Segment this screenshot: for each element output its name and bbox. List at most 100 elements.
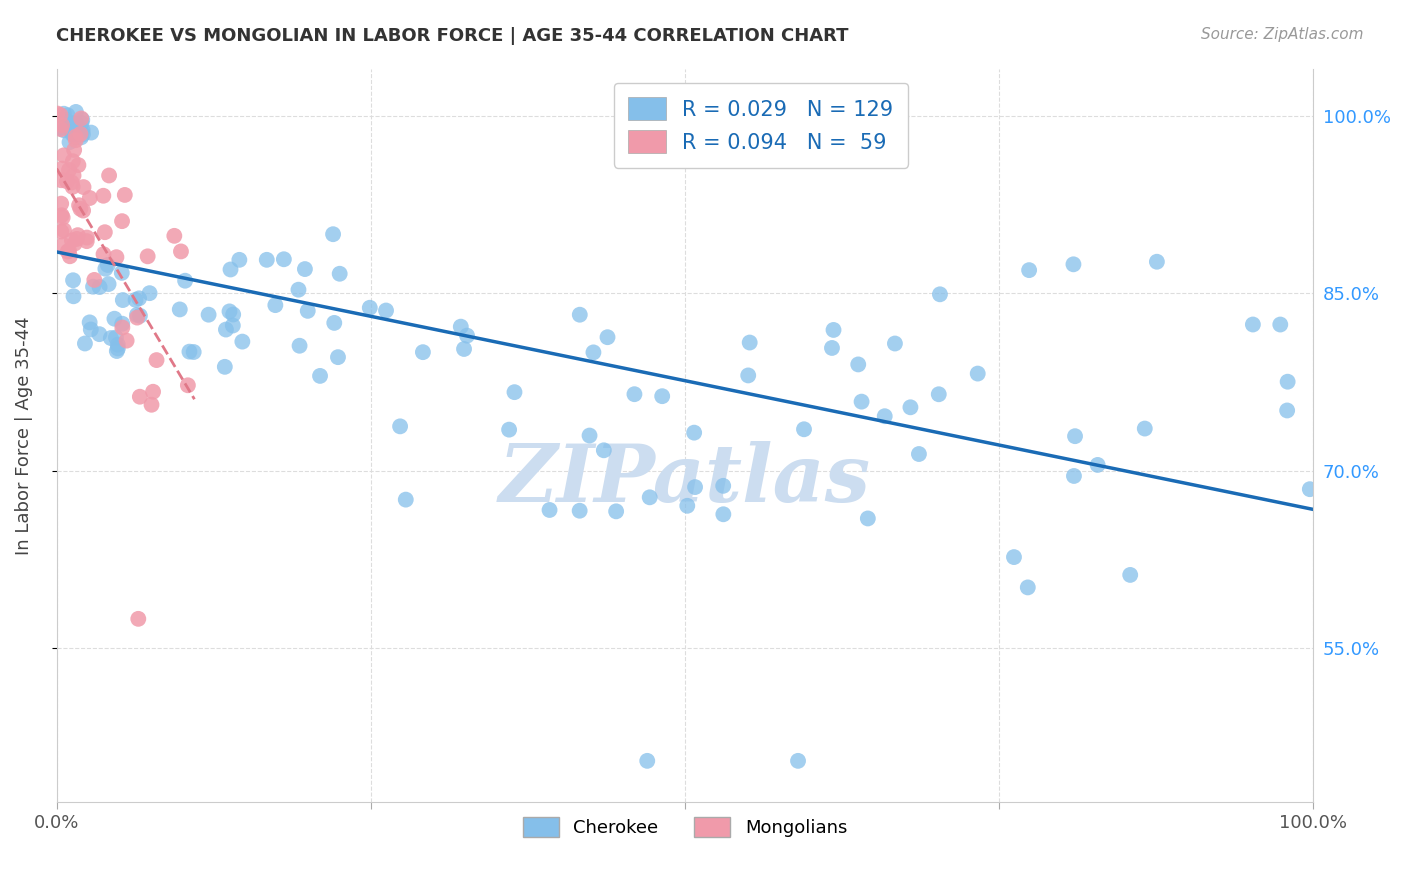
- Point: [503, 385, 526, 400]
- Point: [683, 480, 706, 494]
- Point: [65, 133, 87, 147]
- Point: [873, 409, 896, 424]
- Point: [97, 258, 120, 272]
- Point: [215, 322, 238, 336]
- Point: [82, 279, 104, 293]
- Point: [62, 289, 84, 303]
- Point: [821, 341, 844, 355]
- Point: [1277, 375, 1299, 389]
- Point: [65, 129, 87, 144]
- Point: [179, 344, 201, 359]
- Point: [793, 422, 815, 436]
- Point: [62, 179, 84, 194]
- Point: [66, 232, 89, 246]
- Point: [76, 234, 98, 248]
- Point: [103, 311, 125, 326]
- Point: [70, 112, 93, 126]
- Point: [966, 367, 988, 381]
- Point: [138, 286, 160, 301]
- Point: [63, 236, 86, 251]
- Point: [52, 106, 75, 120]
- Point: [412, 345, 434, 359]
- Point: [114, 188, 136, 202]
- Point: [884, 336, 907, 351]
- Point: [538, 503, 561, 517]
- Point: [111, 320, 134, 334]
- Point: [163, 228, 186, 243]
- Point: [76, 230, 98, 244]
- Point: [1275, 403, 1298, 417]
- Point: [115, 334, 138, 348]
- Point: [94, 261, 117, 276]
- Point: [711, 508, 734, 522]
- Point: [73, 336, 96, 351]
- Point: [169, 302, 191, 317]
- Point: [359, 301, 381, 315]
- Point: [294, 262, 316, 277]
- Point: [787, 754, 810, 768]
- Y-axis label: In Labor Force | Age 35-44: In Labor Force | Age 35-44: [15, 316, 32, 555]
- Point: [1064, 429, 1087, 443]
- Point: [128, 390, 150, 404]
- Point: [105, 344, 128, 359]
- Point: [170, 244, 193, 259]
- Point: [676, 499, 699, 513]
- Point: [323, 316, 346, 330]
- Point: [83, 273, 105, 287]
- Point: [62, 169, 84, 183]
- Point: [174, 274, 197, 288]
- Point: [219, 262, 242, 277]
- Point: [651, 389, 673, 403]
- Point: [60, 127, 83, 141]
- Point: [72, 123, 94, 137]
- Point: [66, 228, 89, 243]
- Point: [288, 339, 311, 353]
- Point: [52, 223, 75, 237]
- Point: [142, 384, 165, 399]
- Point: [264, 298, 287, 312]
- Point: [928, 387, 950, 401]
- Point: [51, 208, 73, 222]
- Point: [623, 387, 645, 401]
- Point: [329, 267, 352, 281]
- Point: [67, 158, 90, 172]
- Point: [91, 188, 114, 202]
- Point: [51, 118, 73, 132]
- Point: [55, 112, 77, 127]
- Point: [52, 238, 75, 252]
- Point: [127, 612, 149, 626]
- Point: [52, 211, 75, 225]
- Point: [1270, 318, 1292, 332]
- Point: [111, 293, 134, 307]
- Point: [111, 266, 134, 280]
- Point: [62, 154, 84, 169]
- Point: [197, 308, 219, 322]
- Point: [80, 126, 103, 140]
- Point: [70, 116, 93, 130]
- Point: [823, 323, 845, 337]
- Point: [51, 225, 73, 239]
- Point: [93, 247, 115, 261]
- Point: [256, 252, 278, 267]
- Point: [62, 123, 84, 137]
- Point: [1063, 469, 1085, 483]
- Point: [60, 123, 83, 137]
- Text: Source: ZipAtlas.com: Source: ZipAtlas.com: [1201, 27, 1364, 42]
- Point: [65, 104, 87, 119]
- Point: [1002, 550, 1025, 565]
- Legend: Cherokee, Mongolians: Cherokee, Mongolians: [516, 810, 855, 845]
- Point: [322, 227, 344, 242]
- Point: [214, 359, 236, 374]
- Point: [72, 112, 94, 127]
- Point: [900, 401, 922, 415]
- Point: [856, 511, 879, 525]
- Point: [65, 120, 87, 135]
- Point: [222, 318, 245, 333]
- Point: [107, 337, 129, 351]
- Text: ZIPatlas: ZIPatlas: [499, 441, 870, 518]
- Point: [111, 214, 134, 228]
- Point: [69, 127, 91, 141]
- Point: [67, 198, 90, 212]
- Point: [70, 130, 93, 145]
- Point: [1133, 421, 1156, 435]
